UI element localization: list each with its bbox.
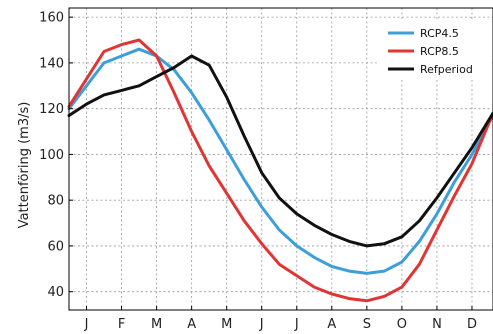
y-tick-label: 140 [39,56,64,71]
x-tick-label: S [363,317,371,332]
y-tick-label: 100 [39,148,64,163]
plot-frame [68,7,493,311]
x-tick-label: F [118,317,125,332]
x-tick-label: J [259,317,264,332]
x-tick-label: J [294,317,299,332]
y-tick-label: 160 [39,11,64,26]
x-tick-label: N [432,317,442,332]
legend-label: RCP8.5 [420,45,459,58]
legend-label: RCP4.5 [420,27,459,40]
series-line-rcp4-5 [67,47,493,275]
legend-label: Refperiod [420,63,473,76]
y-axis-title: Vattenföring (m3/s) [17,102,32,229]
series-lines [67,38,493,303]
legend: RCP4.5 RCP8.5 Refperiod [378,20,490,78]
series-line-rcp8-5 [67,38,493,303]
x-tick-label: M [151,317,162,332]
y-tick-label: 80 [47,194,64,209]
x-tick-label: A [327,317,336,332]
series-line-refperiod [67,54,493,248]
x-tick-label: M [221,317,232,332]
x-tick-label: D [467,317,477,332]
x-tick-label: J [84,317,89,332]
y-axis-ticks: 40 60 80 100 120 140 160 [39,11,73,300]
x-tick-label: A [187,317,196,332]
y-tick-label: 120 [39,102,64,117]
x-tick-label: O [397,317,407,332]
y-tick-label: 40 [47,285,64,300]
y-tick-label: 60 [47,239,64,254]
